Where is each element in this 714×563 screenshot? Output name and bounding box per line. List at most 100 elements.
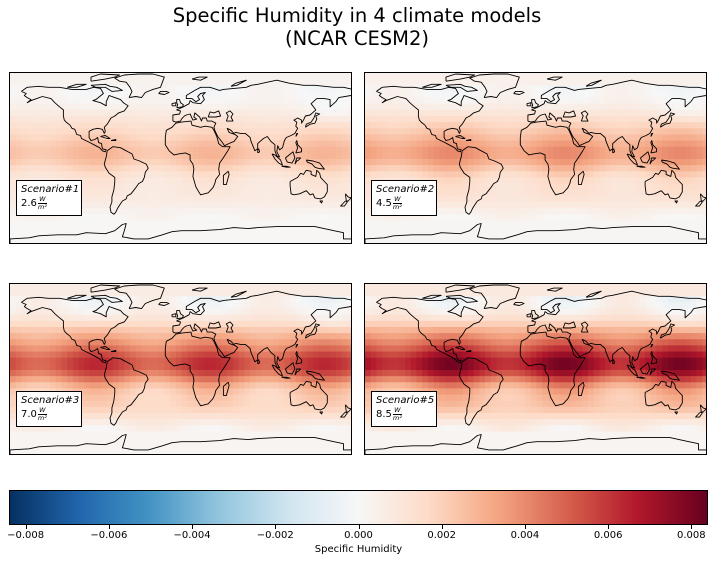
heatmap-cell [702,146,706,154]
heatmap-cell [639,146,646,154]
heatmap-cell [61,232,68,240]
heatmap-cell [210,220,217,228]
heatmap-cell [593,226,600,234]
heatmap-cell [318,308,326,316]
heatmap-cell [307,363,314,371]
heatmap-cell [605,116,612,123]
heatmap-cell [456,195,463,203]
heatmap-cell [232,177,240,185]
heatmap-cell [95,314,103,322]
heatmap-cell [175,394,183,402]
heatmap-cell [38,363,45,371]
heatmap-cell [553,195,560,203]
heatmap-cell [95,171,103,179]
heatmap-cell [616,97,623,105]
heatmap-cell [227,419,234,426]
heatmap-cell [84,284,91,291]
heatmap-cell [450,202,458,209]
heatmap-cell [124,284,131,291]
heatmap-cell [301,85,308,93]
heatmap-cell [295,400,303,408]
heatmap-cell [324,351,331,359]
heatmap-cell [255,152,263,160]
heatmap-cell [370,171,378,179]
heatmap-cell [84,97,91,105]
heatmap-cell [227,333,234,340]
heatmap-cell [141,419,148,426]
heatmap-cell [347,388,351,396]
heatmap-cell [10,214,17,222]
heatmap-cell [513,220,520,228]
heatmap-cell [330,116,337,123]
heatmap-cell [90,122,97,129]
heatmap-cell [639,85,646,93]
heatmap-cell [84,232,91,240]
heatmap-cell [238,400,245,408]
heatmap-cell [416,116,423,123]
heatmap-cell [32,171,40,179]
heatmap-cell [290,220,297,228]
heatmap-cell [227,345,234,353]
heatmap-cell [473,208,480,215]
coastline [469,73,520,99]
heatmap-cell [639,128,646,136]
heatmap-cell [198,437,205,445]
heatmap-cell [324,140,331,148]
heatmap-cell [44,351,51,359]
heatmap-cell [341,103,348,111]
heatmap-cell [255,394,263,402]
heatmap-cell [502,232,509,240]
heatmap-cell [382,165,389,172]
heatmap-cell [210,159,217,166]
heatmap-cell [27,320,34,328]
heatmap-cell [255,290,263,297]
heatmap-cell [593,116,600,123]
heatmap-cell [318,302,326,310]
heatmap-cell [422,171,429,179]
heatmap-cell [301,79,308,86]
heatmap-cell [112,91,120,99]
heatmap-cell [312,208,320,215]
heatmap-cell [616,208,623,215]
heatmap-cell [210,171,217,179]
heatmap-cell [67,363,74,371]
heatmap-cell [15,320,23,328]
heatmap-cell [490,128,498,136]
heatmap-cell [295,171,303,179]
heatmap-cell [365,214,372,222]
heatmap-cell [215,314,223,322]
heatmap-cell [422,116,429,123]
heatmap-cell [244,388,251,396]
heatmap-cell [536,134,543,142]
heatmap-cell [95,152,103,160]
heatmap-cell [21,320,28,328]
heatmap-cell [164,376,171,383]
heatmap-cell [27,73,34,80]
heatmap-cell [347,238,351,243]
heatmap-cell [244,370,251,377]
heatmap-cell [290,79,297,86]
heatmap-cell [456,214,463,222]
heatmap-cell [599,226,606,234]
heatmap-cell [341,431,348,439]
heatmap-cell [490,214,498,222]
heatmap-cell [365,73,372,80]
heatmap-cell [301,382,308,390]
heatmap-cell [393,238,400,243]
heatmap-cell [198,284,205,291]
heatmap-cell [50,220,57,228]
heatmap-cell [124,302,131,310]
heatmap-cell [439,165,446,172]
coastline [445,73,476,82]
heatmap-cell [10,109,17,117]
heatmap-cell [427,220,435,228]
heatmap-cell [312,85,320,93]
heatmap-cell [107,232,114,240]
heatmap-cell [530,140,538,148]
heatmap-cell [525,238,532,243]
heatmap-cell [290,109,297,117]
heatmap-cell [622,152,629,160]
heatmap-cell [605,220,612,228]
heatmap-cell [78,97,85,105]
heatmap-cell [187,431,194,439]
